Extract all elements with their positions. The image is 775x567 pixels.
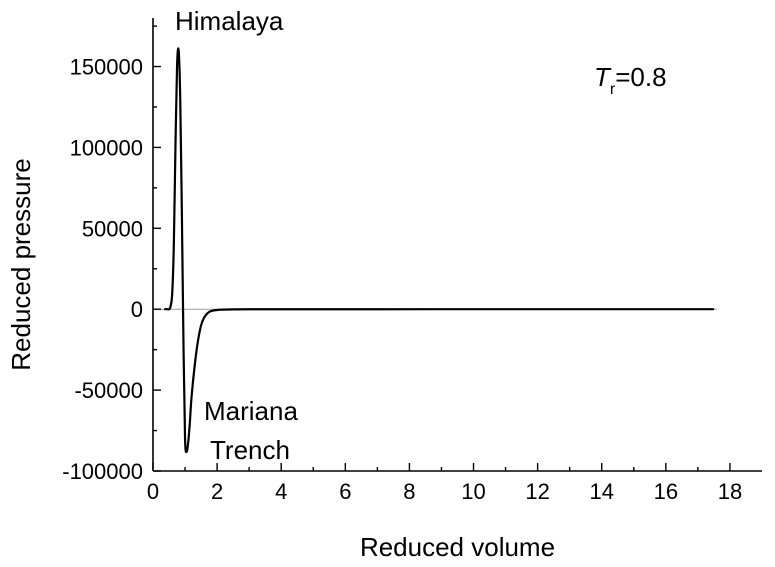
y-tick-label: -50000: [74, 378, 143, 403]
x-tick-label: 18: [718, 479, 742, 504]
x-tick-label: 4: [275, 479, 287, 504]
y-tick-label: -100000: [62, 459, 143, 484]
temperature-subscript: r: [610, 81, 616, 98]
x-tick-label: 0: [147, 479, 159, 504]
x-tick-label: 10: [461, 479, 485, 504]
y-tick-label: 0: [131, 297, 143, 322]
y-tick-label: 150000: [70, 55, 143, 80]
annotation-mariana: Mariana: [204, 396, 298, 426]
temperature-symbol: T: [594, 62, 612, 92]
x-tick-label: 8: [403, 479, 415, 504]
annotation-trench: Trench: [210, 435, 290, 465]
x-tick-label: 16: [654, 479, 678, 504]
pressure-curve: [164, 47, 714, 454]
y-tick-label: 100000: [70, 135, 143, 160]
x-tick-label: 6: [339, 479, 351, 504]
y-tick-label: 50000: [82, 216, 143, 241]
temperature-value: =0.8: [615, 62, 666, 92]
annotation-temperature: Tr=0.8: [594, 62, 667, 98]
x-tick-label: 2: [211, 479, 223, 504]
y-axis-title: Reduced pressure: [6, 158, 36, 370]
x-axis-title: Reduced volume: [360, 532, 555, 562]
x-tick-label: 12: [525, 479, 549, 504]
annotation-himalaya: Himalaya: [175, 6, 284, 36]
x-tick-label: 14: [589, 479, 613, 504]
